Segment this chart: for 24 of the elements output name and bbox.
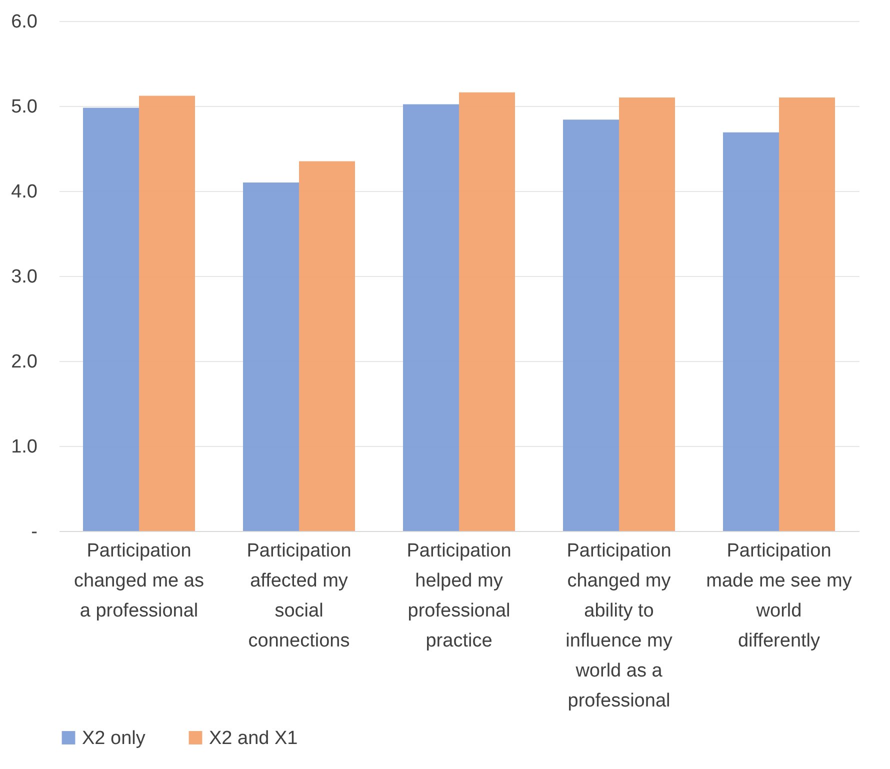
x-tick-label: Participation helped my professional practice (406, 540, 512, 652)
x-tick-label: Participation changed my ability to influence my world as a professional (566, 540, 673, 712)
bar (299, 161, 355, 531)
y-tick-label: 3.0 (11, 266, 38, 288)
y-tick-label: 1.0 (11, 436, 38, 458)
bar (139, 96, 195, 531)
bar (723, 132, 779, 531)
y-tick-label: 4.0 (11, 182, 38, 202)
bar (619, 98, 675, 531)
bar (779, 98, 835, 531)
legend-label: X2 only (82, 728, 146, 749)
x-tick-label: Participation affected my social connections (246, 540, 352, 652)
bar (83, 108, 139, 531)
bar (563, 120, 619, 531)
y-tick-label: 5.0 (11, 96, 38, 118)
x-tick-label: Participation changed me as a professional (74, 540, 204, 622)
y-tick-label: 6.0 (11, 12, 38, 32)
y-tick-label: - (31, 522, 38, 542)
bar (403, 104, 459, 531)
x-tick-label: Participation made me see my world differently (706, 540, 852, 652)
legend-label: X2 and X1 (209, 728, 298, 749)
y-tick-label: 2.0 (11, 352, 38, 372)
bar (459, 92, 515, 531)
bar (243, 182, 299, 531)
